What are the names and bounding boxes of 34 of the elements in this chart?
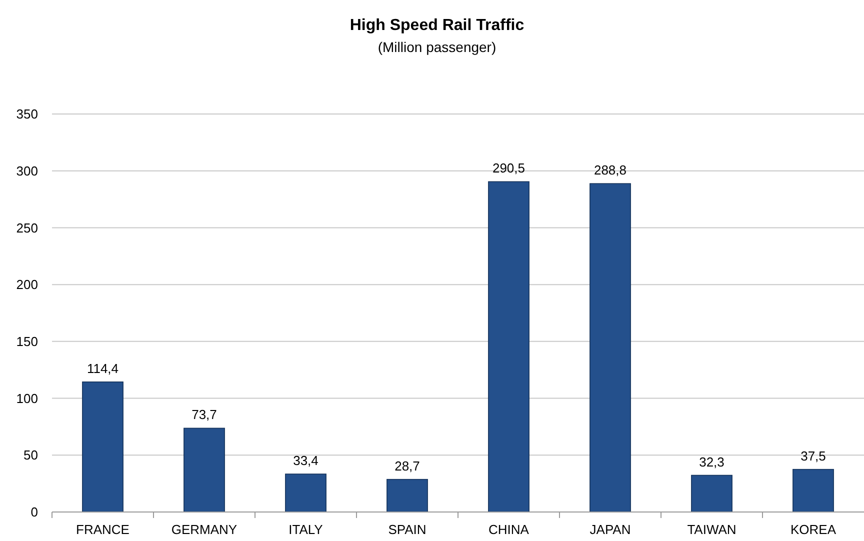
data-label: 114,4 [86, 360, 119, 376]
y-tick-label: 200 [16, 277, 38, 292]
y-tick-label: 350 [16, 106, 38, 122]
bar [691, 474, 732, 512]
bar [488, 181, 530, 512]
chart-title: High Speed Rail Traffic [350, 17, 524, 34]
data-label: 288,8 [594, 162, 627, 178]
x-tick-label: ITALY [288, 522, 324, 537]
x-tick-label: JAPAN [590, 522, 631, 537]
bar [285, 474, 326, 512]
x-tick-label: FRANCE [76, 522, 130, 537]
x-tick-label: SPAIN [388, 522, 426, 537]
y-tick-label: 100 [16, 390, 38, 406]
data-label: 28,7 [394, 458, 420, 474]
x-tick-label: TAIWAN [687, 522, 736, 537]
chart-subtitle: (Million passenger) [378, 39, 496, 55]
data-label: 37,5 [800, 448, 826, 464]
x-tick-label: KOREA [790, 522, 836, 537]
data-label: 33,4 [293, 453, 318, 468]
y-tick-label: 250 [16, 220, 38, 236]
data-label: 290,5 [492, 160, 526, 176]
x-tick-label: CHINA [488, 522, 530, 537]
y-tick-label: 300 [16, 163, 38, 178]
data-label: 32,3 [699, 454, 724, 470]
bar [792, 468, 834, 512]
y-tick-label: 50 [24, 448, 38, 463]
y-tick-label: 150 [16, 334, 38, 349]
bar [590, 183, 631, 512]
data-label: 73,7 [192, 407, 217, 422]
x-tick-label: GERMANY [171, 522, 238, 537]
bar [184, 428, 225, 512]
y-tick-label: 0 [30, 504, 38, 520]
bar [386, 478, 428, 512]
bar [82, 382, 124, 512]
